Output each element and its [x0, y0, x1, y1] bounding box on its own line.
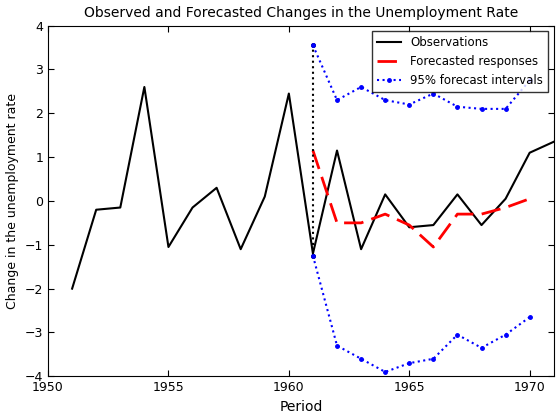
- Observations: [262, 194, 268, 199]
- Observations: [382, 192, 389, 197]
- Observations: [69, 286, 76, 291]
- Forecasted responses: [382, 212, 389, 217]
- Line: Forecasted responses: Forecasted responses: [313, 150, 530, 247]
- Observations: [478, 223, 485, 228]
- 95% forecast intervals: [310, 43, 316, 48]
- Forecasted responses: [502, 205, 509, 210]
- Forecasted responses: [334, 220, 340, 226]
- Observations: [189, 205, 196, 210]
- 95% forecast intervals: [526, 78, 533, 83]
- Observations: [334, 148, 340, 153]
- Observations: [165, 244, 172, 249]
- Observations: [237, 247, 244, 252]
- 95% forecast intervals: [334, 97, 340, 102]
- Observations: [550, 139, 557, 144]
- Observations: [310, 251, 316, 256]
- Y-axis label: Change in the unemployment rate: Change in the unemployment rate: [6, 93, 19, 309]
- Observations: [286, 91, 292, 96]
- Line: Observations: Observations: [72, 87, 554, 289]
- Observations: [117, 205, 124, 210]
- X-axis label: Period: Period: [279, 400, 323, 414]
- 95% forecast intervals: [454, 104, 461, 109]
- 95% forecast intervals: [382, 97, 389, 102]
- Observations: [141, 84, 148, 89]
- 95% forecast intervals: [478, 106, 485, 111]
- 95% forecast intervals: [358, 84, 365, 89]
- Forecasted responses: [358, 220, 365, 226]
- Observations: [93, 207, 100, 212]
- Observations: [430, 223, 437, 228]
- Observations: [406, 225, 413, 230]
- 95% forecast intervals: [502, 106, 509, 111]
- Forecasted responses: [406, 223, 413, 228]
- Observations: [358, 247, 365, 252]
- Forecasted responses: [310, 148, 316, 153]
- Forecasted responses: [526, 196, 533, 201]
- Observations: [213, 185, 220, 190]
- Observations: [454, 192, 461, 197]
- 95% forecast intervals: [406, 102, 413, 107]
- Line: 95% forecast intervals: 95% forecast intervals: [310, 42, 533, 113]
- Forecasted responses: [430, 244, 437, 249]
- Legend: Observations, Forecasted responses, 95% forecast intervals: Observations, Forecasted responses, 95% …: [372, 32, 548, 92]
- Forecasted responses: [454, 212, 461, 217]
- Observations: [526, 150, 533, 155]
- Title: Observed and Forecasted Changes in the Unemployment Rate: Observed and Forecasted Changes in the U…: [84, 6, 518, 20]
- Observations: [502, 196, 509, 201]
- 95% forecast intervals: [430, 91, 437, 96]
- Forecasted responses: [478, 212, 485, 217]
